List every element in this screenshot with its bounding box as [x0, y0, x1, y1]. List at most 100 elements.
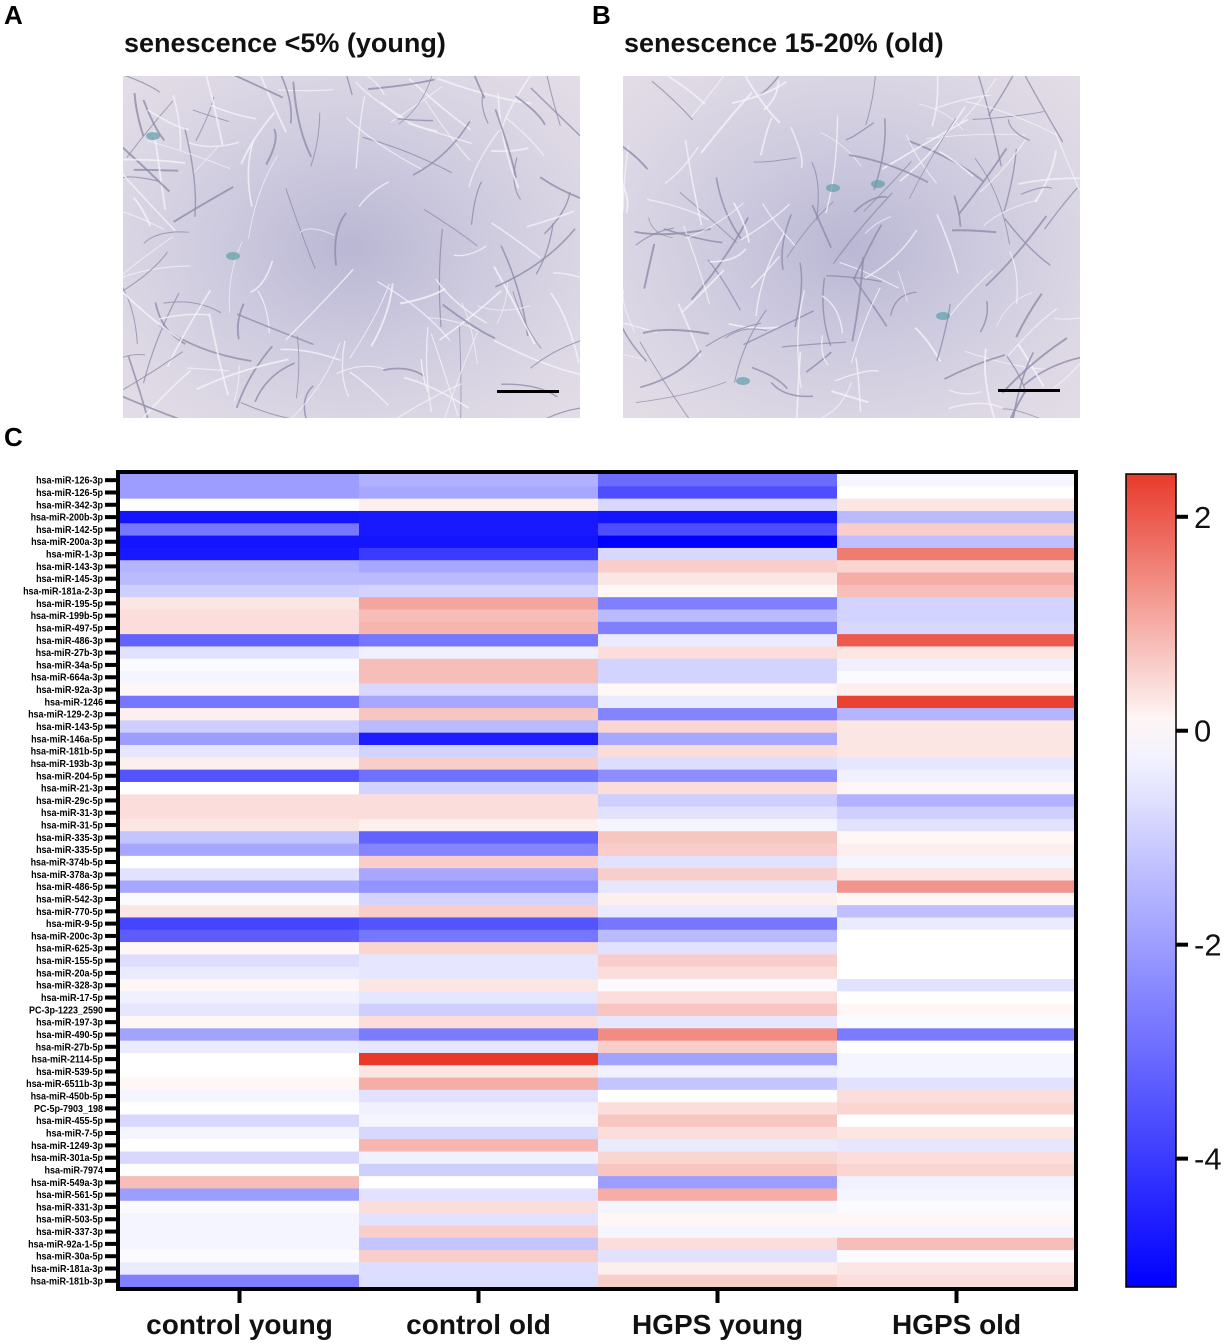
- row-tick: [105, 613, 117, 618]
- heatmap-cell: [598, 498, 838, 512]
- heatmap-cell: [359, 683, 599, 697]
- row-label: hsa-miR-27b-5p: [36, 1042, 104, 1054]
- colorbar-tick-label: -2: [1194, 928, 1222, 963]
- heatmap-cell: [359, 1151, 599, 1165]
- heatmap-cell: [598, 1052, 838, 1066]
- heatmap-cell: [837, 708, 1077, 721]
- colorbar-tick-label: 2: [1194, 500, 1211, 535]
- panel-letter-c: C: [4, 422, 23, 452]
- row-label: hsa-miR-1249-3p: [31, 1140, 103, 1152]
- heatmap-cell: [359, 905, 599, 918]
- heatmap-cell: [120, 1213, 360, 1226]
- heatmap-cell: [120, 1176, 360, 1189]
- heatmap-cell: [359, 1089, 599, 1103]
- heatmap-cell: [837, 486, 1077, 500]
- row-label: hsa-miR-92a-1-5p: [28, 1239, 103, 1251]
- heatmap-cell: [598, 560, 838, 574]
- heatmap-cell: [120, 486, 360, 500]
- row-tick: [105, 1007, 117, 1012]
- row-tick: [105, 1057, 117, 1062]
- row-label: hsa-miR-374b-5p: [31, 857, 104, 869]
- row-tick: [105, 687, 117, 692]
- heatmap-cell: [598, 781, 838, 795]
- heatmap-cell: [837, 880, 1077, 894]
- heatmap-cell: [120, 1250, 360, 1263]
- colorbar-tick-label: -4: [1194, 1142, 1222, 1177]
- row-tick: [105, 490, 117, 495]
- heatmap-cell: [598, 1163, 838, 1177]
- row-tick: [105, 1069, 117, 1074]
- heatmap-cell: [120, 745, 360, 758]
- row-tick: [105, 650, 117, 655]
- heatmap-cell: [359, 794, 599, 808]
- heatmap-cell: [359, 1016, 599, 1029]
- panel-b-title: senescence 15-20% (old): [624, 28, 944, 58]
- row-label: hsa-miR-30a-5p: [36, 1251, 103, 1263]
- row-tick: [105, 675, 117, 680]
- heatmap-cell: [837, 1102, 1077, 1116]
- heatmap-cell: [598, 683, 838, 697]
- row-tick: [105, 761, 117, 766]
- heatmap-cell: [120, 474, 360, 487]
- heatmap-cell: [120, 547, 360, 561]
- heatmap-cell: [837, 1077, 1077, 1091]
- heatmap-cell: [837, 991, 1077, 1005]
- heatmap-cell: [359, 806, 599, 820]
- heatmap-cell: [120, 1188, 360, 1202]
- row-label: hsa-miR-21-3p: [41, 783, 103, 795]
- heatmap-cell: [359, 1139, 599, 1152]
- row-tick: [105, 564, 117, 569]
- heatmap-cell: [837, 1028, 1077, 1042]
- heatmap-cell: [598, 535, 838, 549]
- row-tick: [105, 724, 117, 729]
- heatmap-cell: [837, 634, 1077, 647]
- heatmap-cell: [120, 609, 360, 623]
- heatmap-cell: [837, 1003, 1077, 1017]
- heatmap-cell: [359, 498, 599, 512]
- row-label: hsa-miR-155-5p: [36, 956, 103, 968]
- heatmap-cell: [120, 1028, 360, 1042]
- heatmap-cell: [120, 942, 360, 955]
- heatmap-cell: [598, 1274, 838, 1288]
- column-tick: [237, 1289, 242, 1303]
- heatmap-cell: [120, 917, 360, 931]
- heatmap-cell: [837, 658, 1077, 672]
- heatmap-cell: [837, 868, 1077, 881]
- row-label: hsa-miR-455-5p: [36, 1116, 103, 1128]
- heatmap-cell: [837, 1237, 1077, 1251]
- heatmap-cell: [359, 1126, 599, 1140]
- heatmap-cell: [837, 1176, 1077, 1189]
- heatmap-cell: [120, 1003, 360, 1017]
- row-label: hsa-miR-200b-3p: [31, 512, 104, 524]
- row-tick: [105, 786, 117, 791]
- heatmap-cell: [598, 1237, 838, 1251]
- heatmap-cell: [837, 806, 1077, 820]
- colorbar: [1125, 473, 1177, 1288]
- heatmap-cell: [359, 1225, 599, 1239]
- heatmap-cell: [359, 572, 599, 586]
- heatmap-cell: [120, 855, 360, 869]
- heatmap-cell: [120, 1163, 360, 1177]
- heatmap-cell: [598, 880, 838, 894]
- row-tick: [105, 1032, 117, 1037]
- heatmap-cell: [598, 868, 838, 881]
- heatmap-frame: [116, 470, 1078, 1291]
- row-label: hsa-miR-7974: [45, 1165, 104, 1177]
- heatmap-cell: [120, 560, 360, 574]
- row-tick: [105, 1143, 117, 1148]
- heatmap-cell: [120, 868, 360, 881]
- row-tick: [105, 933, 117, 938]
- heatmap-cell: [120, 966, 360, 980]
- heatmap-cell: [120, 683, 360, 697]
- heatmap-cell: [837, 597, 1077, 610]
- heatmap-cell: [359, 757, 599, 771]
- heatmap-cell: [359, 1052, 599, 1066]
- heatmap-cell: [359, 646, 599, 660]
- heatmap-cell: [359, 510, 599, 524]
- heatmap-cell: [359, 954, 599, 968]
- heatmap-cell: [837, 498, 1077, 512]
- heatmap-cell: [359, 781, 599, 795]
- row-tick: [105, 798, 117, 803]
- column-tick: [476, 1289, 481, 1303]
- row-label: hsa-miR-486-5p: [36, 882, 103, 894]
